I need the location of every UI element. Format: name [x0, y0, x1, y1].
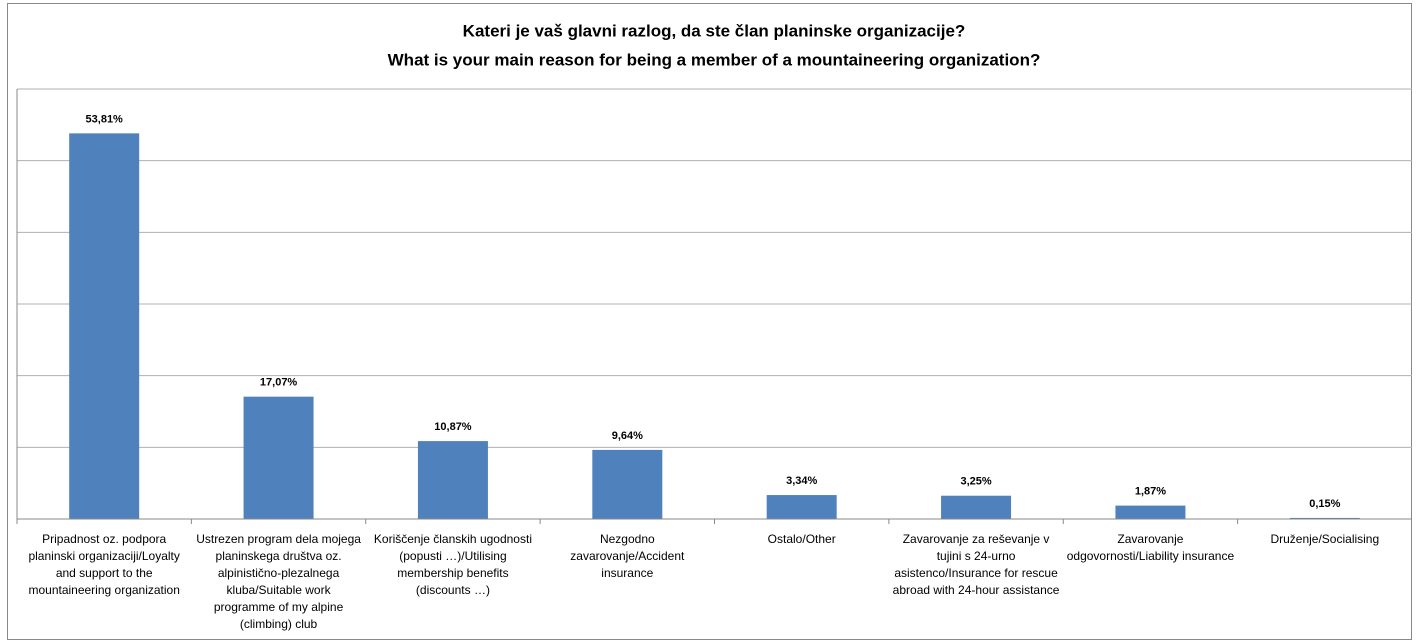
data-label: 3,34%: [786, 475, 817, 487]
x-tick-label: Zavarovanje odgovornosti/Liability insur…: [1066, 532, 1235, 563]
x-tick-label: Zavarovanje za reševanje v tujini s 24-u…: [892, 532, 1060, 597]
chart-title: What is your main reason for being a mem…: [388, 50, 1041, 69]
x-tick-label: Ustrezen program dela mojega planinskega…: [196, 532, 361, 631]
x-tick-label: Pripadnost oz. podpora planinski organiz…: [28, 532, 180, 597]
chart-title: Kateri je vaš glavni razlog, da ste član…: [463, 21, 966, 40]
data-label: 9,64%: [612, 430, 643, 442]
data-label: 17,07%: [260, 377, 298, 389]
bar: [592, 449, 663, 519]
x-tick-label: Koriščenje članskih ugodnosti (popusti ……: [373, 532, 532, 597]
data-label: 0,15%: [1309, 498, 1340, 510]
x-tick-label: Ostalo/Other: [767, 532, 836, 546]
x-tick-label: Druženje/Socialising: [1270, 532, 1380, 546]
x-tick-label: Nezgodno zavarovanje/Accident insurance: [570, 532, 685, 580]
bar: [1289, 517, 1360, 519]
chart-border: [7, 3, 1412, 640]
bar: [69, 133, 140, 519]
data-label: 53,81%: [86, 113, 124, 125]
bar: [243, 396, 314, 519]
bar: [1115, 505, 1186, 519]
bar: [766, 495, 837, 519]
bar: [417, 441, 488, 519]
bar: [941, 495, 1012, 519]
data-label: 1,87%: [1135, 486, 1166, 498]
data-label: 3,25%: [960, 476, 991, 488]
data-label: 10,87%: [434, 421, 472, 433]
